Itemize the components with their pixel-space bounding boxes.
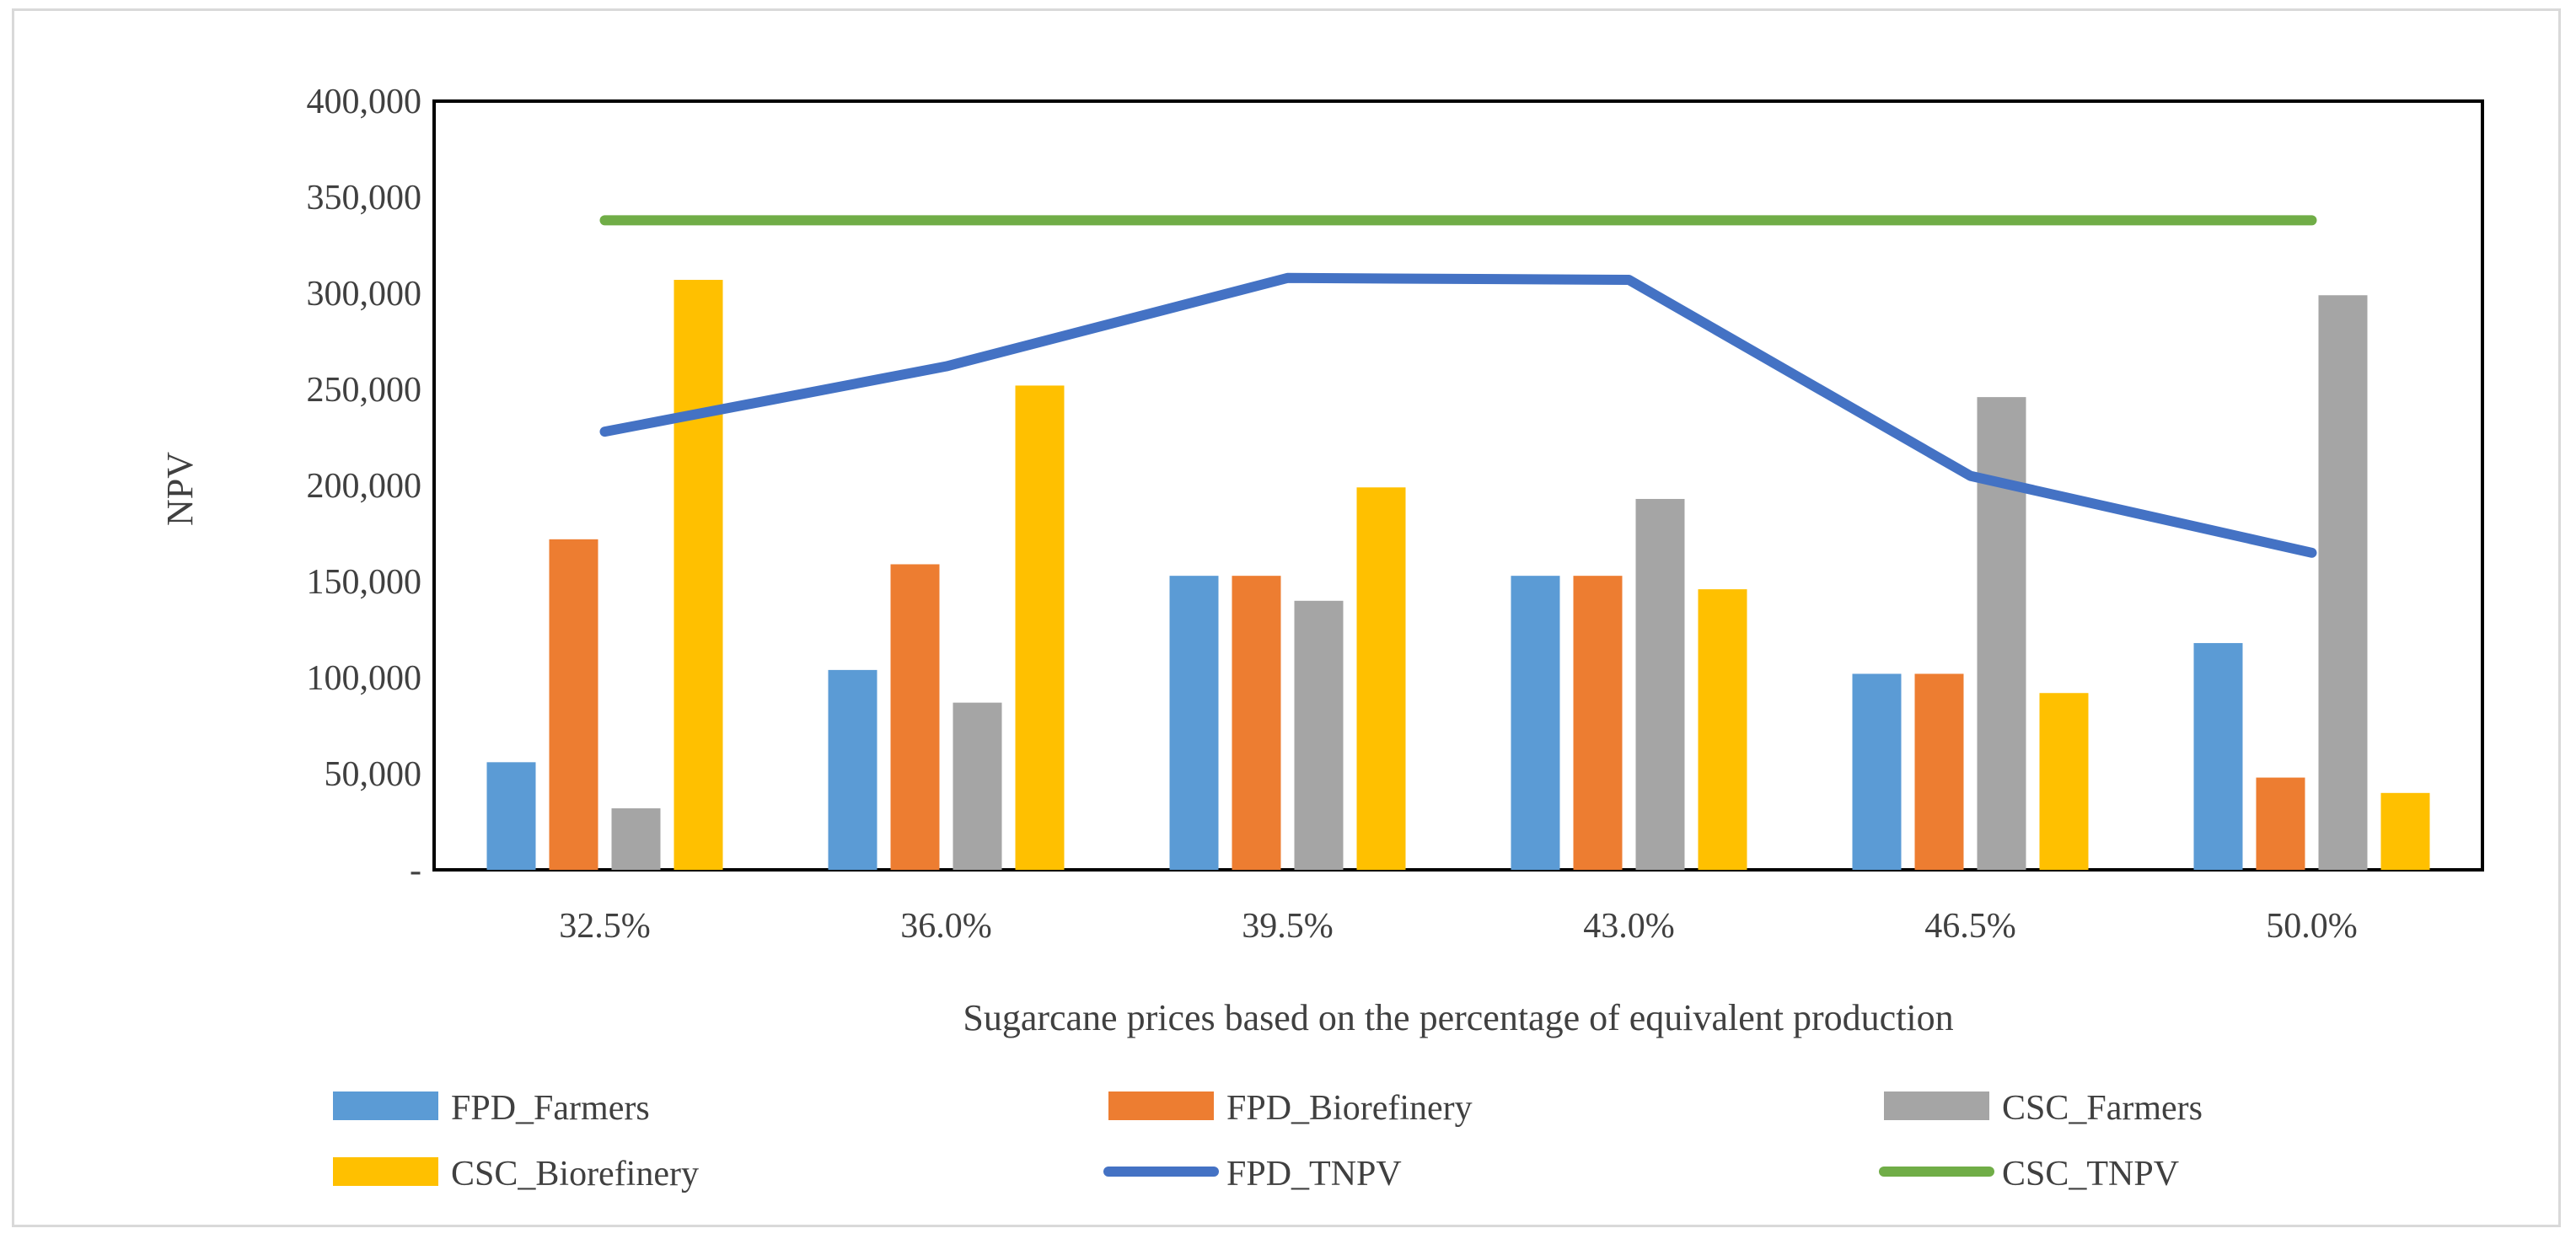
legend-swatch-fpd-farmers [333,1092,438,1120]
plot-frame [432,99,2484,872]
bar-fpd-farmers [828,669,877,870]
y-tick-label: 300,000 [307,275,422,314]
bar-csc-farmers [1977,397,2026,870]
bar-fpd-farmers [1169,576,1219,870]
bar-fpd-biorefinery [1573,576,1623,870]
bar-csc-biorefinery [674,280,723,870]
legend-swatch-csc-biorefinery [333,1157,438,1186]
legend-label-csc-farmers: CSC_Farmers [2002,1089,2203,1128]
bar-fpd-farmers [1511,576,1560,870]
x-axis-title: Sugarcane prices based on the percentage… [963,997,1953,1038]
y-tick-label: 100,000 [307,659,422,698]
bars-layer [486,280,2430,870]
bar-csc-biorefinery [1015,385,1065,870]
y-axis-ticks: - 50,000 100,000 150,000 200,000 250,000 300,0… [307,83,422,890]
y-tick-label: 150,000 [307,563,422,602]
chart-frame [12,8,2561,1227]
plot-area [432,99,2484,872]
y-tick-label: 400,000 [307,83,422,121]
bar-csc-biorefinery [2380,792,2430,870]
bar-fpd-biorefinery [1914,673,1964,870]
bar-fpd-farmers [2193,642,2243,870]
y-tick-label: - [410,851,421,890]
bar-csc-farmers [953,702,1002,870]
legend-label-fpd-farmers: FPD_Farmers [451,1089,650,1128]
bar-fpd-biorefinery [549,539,598,870]
bar-csc-farmers [1635,498,1685,870]
legend-label-fpd-biorefinery: FPD_Biorefinery [1226,1089,1473,1128]
x-tick-label: 43.0% [1583,907,1675,946]
bar-csc-biorefinery [1698,589,1747,870]
legend-label-csc-tnpv: CSC_TNPV [2002,1155,2179,1193]
bar-csc-farmers [2318,295,2368,870]
bar-csc-farmers [611,808,661,870]
bar-fpd-biorefinery [2256,777,2305,870]
bar-fpd-farmers [1852,673,1902,870]
x-tick-label: 39.5% [1242,907,1334,946]
y-tick-label: 50,000 [325,755,422,794]
x-axis-ticks: 32.5% 36.0% 39.5% 43.0% 46.5% 50.0% [559,907,2358,946]
x-tick-label: 50.0% [2266,907,2358,946]
x-tick-label: 32.5% [559,907,651,946]
y-axis-title: NPV [159,452,201,526]
bar-csc-farmers [1294,600,1344,870]
legend-swatch-fpd-biorefinery [1108,1092,1214,1120]
y-tick-label: 200,000 [307,467,422,506]
lines-layer [599,215,2317,558]
line-fpd-tnpv [599,272,2317,558]
legend-label-csc-biorefinery: CSC_Biorefinery [451,1155,699,1193]
bar-fpd-biorefinery [890,564,940,870]
x-tick-label: 46.5% [1924,907,2016,946]
bar-fpd-farmers [486,762,536,870]
x-tick-label: 36.0% [900,907,992,946]
bar-csc-biorefinery [2039,693,2089,870]
bar-fpd-biorefinery [1232,576,1281,870]
y-tick-label: 350,000 [307,179,422,217]
y-tick-label: 250,000 [307,371,422,410]
legend-label-fpd-tnpv: FPD_TNPV [1226,1155,1402,1193]
bar-csc-biorefinery [1356,487,1406,870]
legend: FPD_Farmers FPD_Biorefinery CSC_Farmers CSC… [333,1089,2203,1193]
legend-swatch-csc-farmers [1884,1092,1989,1120]
